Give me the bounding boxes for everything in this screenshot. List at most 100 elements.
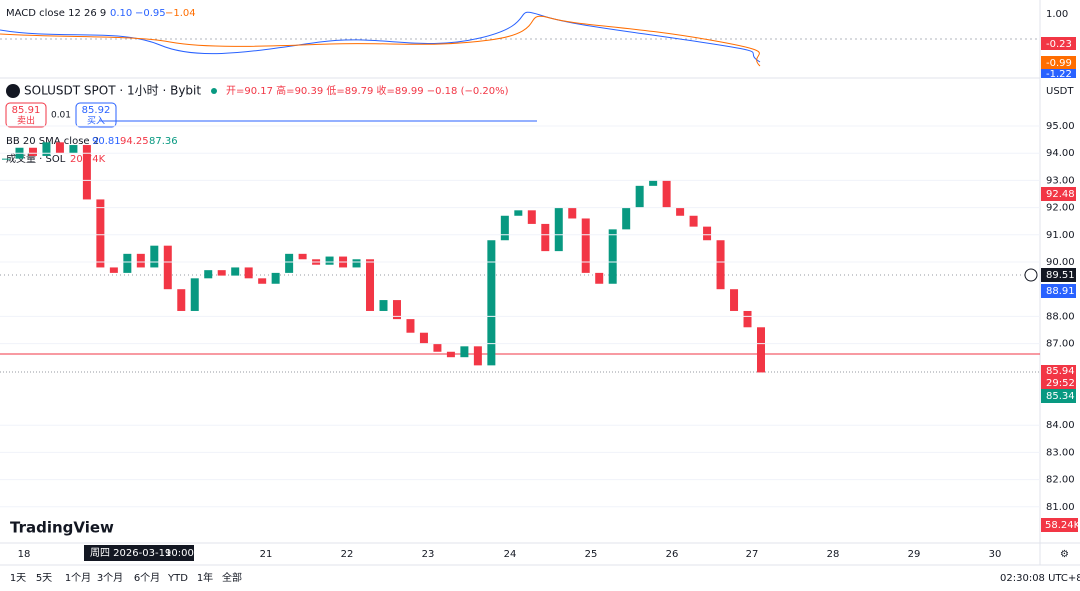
candle	[55, 142, 64, 154]
price-tag	[1041, 268, 1076, 282]
price-tick-label: 87.00	[1046, 339, 1075, 350]
candle	[568, 207, 577, 219]
price-tag-label: 88.91	[1046, 286, 1075, 297]
time-tick-label: 18	[18, 549, 31, 560]
candle	[757, 327, 765, 373]
price-tag	[1041, 365, 1076, 389]
candle	[649, 180, 658, 186]
candle	[460, 346, 469, 358]
time-tick-label: 21	[260, 549, 273, 560]
macd-tag	[1041, 37, 1076, 50]
candle	[743, 310, 752, 328]
candle	[392, 300, 401, 320]
time-tick-label: 29	[908, 549, 921, 560]
currency[interactable]: USDT	[1046, 86, 1074, 97]
macd-tag	[1041, 69, 1076, 78]
candle	[473, 346, 482, 366]
candle	[500, 215, 509, 241]
candle	[419, 332, 428, 344]
candle	[541, 223, 550, 252]
candle	[379, 300, 388, 311]
candle	[608, 229, 617, 284]
candle	[514, 210, 523, 216]
candle	[82, 145, 91, 200]
range-button[interactable]: 1个月	[65, 572, 91, 584]
bb-title: BB 20 SMA close 2	[6, 136, 99, 147]
price-tick-label: 91.00	[1046, 230, 1075, 241]
candle	[676, 207, 685, 216]
price-tick-label: 83.00	[1046, 447, 1075, 458]
candle	[730, 289, 739, 311]
symbol[interactable]: SOLUSDT SPOT · 1小时 · Bybit	[24, 84, 201, 98]
settings-icon[interactable]: ⚙	[1060, 549, 1069, 560]
candle	[446, 351, 455, 358]
macd-tag	[1041, 56, 1076, 69]
candle	[28, 147, 37, 156]
time-tick-label: 24	[504, 549, 517, 560]
candle	[325, 256, 334, 265]
sell-price: 85.91	[12, 105, 41, 116]
range-button[interactable]: 全部	[222, 571, 242, 584]
candle	[689, 215, 698, 227]
macd-tag-label: -1.22	[1046, 69, 1072, 80]
price-tick-label: 84.00	[1046, 420, 1075, 431]
clock: 02:30:08 UTC+8	[1000, 573, 1080, 584]
candle	[258, 278, 267, 284]
candle	[581, 218, 590, 273]
time-tick-label: 26	[666, 549, 679, 560]
time-tick-label: 25	[585, 549, 598, 560]
price-tag-label: 85.34	[1046, 391, 1075, 402]
candle	[136, 253, 145, 268]
sell-button[interactable]	[5, 102, 47, 128]
symbol-icon	[6, 84, 20, 98]
sell-label: 卖出	[17, 115, 35, 127]
spread: 0.01	[51, 111, 71, 121]
candle	[177, 289, 186, 311]
range-button[interactable]: 1天	[10, 573, 26, 584]
logo: TradingView	[10, 519, 114, 537]
price-tag-label: 89.51	[1046, 270, 1075, 281]
candle	[217, 270, 226, 276]
buy-label: 买入	[87, 116, 105, 127]
candle	[271, 272, 280, 284]
price-tick-label: 88.00	[1046, 311, 1075, 322]
range-button[interactable]: 6个月	[134, 572, 160, 584]
range-button[interactable]: 3个月	[97, 572, 123, 584]
candle	[352, 259, 361, 268]
candle	[96, 199, 105, 268]
macd-axis-label: 1.00	[1046, 9, 1068, 20]
range-button[interactable]: 1年	[197, 571, 213, 584]
price-tag	[1041, 284, 1076, 298]
price-tick-label: 94.00	[1046, 148, 1075, 159]
macd-title: MACD close 12 26 9	[6, 8, 106, 19]
cursor-time: 10:00	[165, 548, 194, 559]
crosshair-plus[interactable]	[1024, 268, 1038, 282]
time-tick-label: 22	[341, 549, 354, 560]
candle	[190, 278, 199, 311]
candle	[662, 180, 671, 208]
candle	[406, 319, 415, 333]
price-tick-label: 95.00	[1046, 121, 1075, 132]
range-button[interactable]: YTD	[167, 573, 188, 584]
candle	[366, 259, 375, 311]
candle	[703, 226, 712, 241]
candle	[244, 267, 253, 279]
candle	[204, 270, 213, 279]
candle	[285, 253, 294, 273]
time-tick-label: 27	[746, 549, 759, 560]
range-button[interactable]: 5天	[36, 573, 52, 584]
candle	[123, 253, 132, 273]
bb-value: 87.36	[149, 136, 178, 147]
price-tick-label: 92.00	[1046, 203, 1075, 214]
macd-tag-label: -0.23	[1046, 39, 1072, 50]
price-tag-label: 58.24K	[1045, 520, 1080, 531]
candle	[42, 142, 51, 156]
macd-value: −1.04	[165, 8, 196, 19]
time-tick-label: 23	[422, 549, 435, 560]
ohlc: 开=90.17 高=90.39 低=89.79 收=89.99 −0.18 (−…	[226, 84, 509, 97]
candle	[298, 253, 307, 260]
candle	[433, 343, 442, 352]
price-tick-label: 90.00	[1046, 257, 1075, 268]
price-tick-label: 82.00	[1046, 475, 1075, 486]
